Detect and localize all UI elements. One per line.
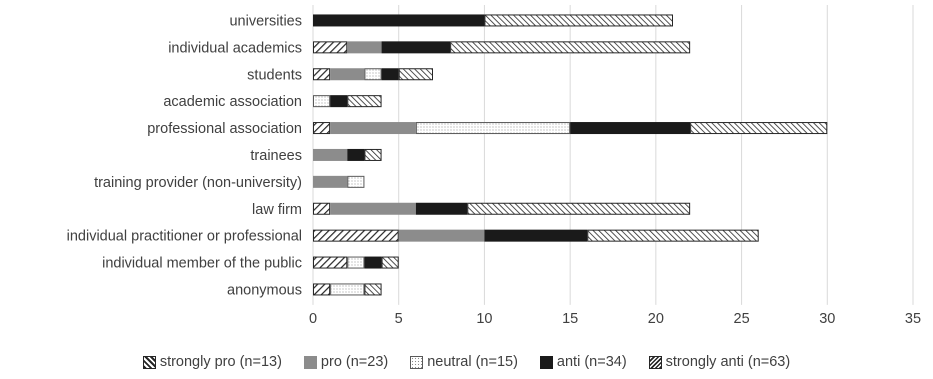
- gridlines: [312, 5, 914, 305]
- legend-swatch-neutral: [410, 355, 424, 369]
- category-label: academic association: [163, 94, 302, 110]
- legend-label: strongly pro (n=13): [159, 354, 282, 370]
- bar-segment-neutral: [330, 283, 365, 296]
- bar-segment-pro: [398, 229, 485, 242]
- category-label: professional association: [147, 121, 302, 137]
- bar-segment-neutral: [415, 122, 571, 135]
- stacked-bar-chart: universities individual academics students…: [67, 5, 921, 327]
- bars: [313, 14, 828, 296]
- bar-segment-strongly-anti: [364, 148, 382, 161]
- bar-segment-strongly-pro: [313, 41, 348, 54]
- bar-segment-strongly-anti: [690, 122, 828, 135]
- bar-segment-strongly-pro: [313, 68, 331, 81]
- bar-segment-pro: [330, 122, 416, 135]
- legend-label: strongly anti (n=63): [665, 354, 791, 370]
- category-label: law firm: [252, 202, 302, 218]
- legend-item-anti: anti (n=34): [539, 354, 627, 370]
- x-tick-label: 30: [819, 311, 835, 327]
- legend-label: anti (n=34): [556, 354, 627, 370]
- category-label: individual practitioner or professional: [67, 229, 302, 245]
- bar-segment-strongly-anti: [398, 68, 434, 81]
- x-tick-label: 10: [476, 311, 492, 327]
- x-tick-label: 5: [395, 311, 403, 327]
- bar-segment-anti: [381, 41, 451, 54]
- legend-item-strongly-anti: strongly anti (n=63): [648, 354, 791, 370]
- x-tick-label: 20: [648, 311, 664, 327]
- legend-item-strongly-pro: strongly pro (n=13): [142, 354, 282, 370]
- legend-swatch-strongly-anti: [648, 355, 662, 369]
- bar-segment-pro: [313, 148, 348, 161]
- bar-segment-neutral: [313, 95, 331, 108]
- bar-segment-anti: [364, 256, 382, 269]
- bar-segment-neutral: [347, 256, 365, 269]
- bar-segment-strongly-anti: [364, 283, 382, 296]
- legend: strongly pro (n=13) pro (n=23) neutral (n=…: [0, 354, 933, 370]
- bar-segment-strongly-pro: [313, 122, 331, 135]
- bar-segment-pro: [330, 68, 365, 81]
- category-label: students: [247, 67, 302, 83]
- bar-segment-anti: [570, 122, 691, 135]
- bar-segment-anti: [381, 68, 399, 81]
- bar-segment-strongly-pro: [313, 256, 348, 269]
- bar-segment-pro: [330, 202, 416, 215]
- category-label: training provider (non-university): [94, 175, 302, 191]
- bar-segment-anti: [415, 202, 468, 215]
- bar-segment-anti: [330, 95, 348, 108]
- legend-item-neutral: neutral (n=15): [410, 354, 518, 370]
- bar-segment-strongly-anti: [467, 202, 691, 215]
- bar-segment-strongly-pro: [313, 229, 399, 242]
- bar-segment-strongly-pro: [313, 202, 331, 215]
- legend-swatch-pro: [303, 355, 317, 369]
- bar-segment-anti: [484, 229, 588, 242]
- category-label: universities: [229, 13, 302, 29]
- x-axis-tick-labels: 0 5 10 15 20 25 30 35: [309, 311, 921, 327]
- legend-swatch-anti: [539, 355, 553, 369]
- category-label: individual academics: [168, 40, 302, 56]
- bar-segment-anti: [347, 148, 365, 161]
- x-tick-label: 35: [905, 311, 921, 327]
- bar-segment-strongly-anti: [381, 256, 399, 269]
- bar-segment-strongly-pro: [313, 283, 331, 296]
- bar-segment-strongly-anti: [450, 41, 691, 54]
- bar-segment-strongly-anti: [347, 95, 382, 108]
- x-tick-label: 25: [734, 311, 750, 327]
- category-label: trainees: [250, 148, 302, 164]
- bar-segment-strongly-anti: [484, 14, 673, 27]
- legend-label: pro (n=23): [320, 354, 389, 370]
- bar-segment-pro: [313, 175, 348, 188]
- x-tick-label: 0: [309, 311, 317, 327]
- bar-segment-pro: [347, 41, 382, 54]
- category-label: individual member of the public: [102, 256, 302, 272]
- category-label: anonymous: [227, 282, 302, 298]
- legend-swatch-strongly-pro: [142, 355, 156, 369]
- bar-segment-neutral: [347, 175, 365, 188]
- legend-label: neutral (n=15): [427, 354, 518, 370]
- bar-segment-strongly-anti: [587, 229, 759, 242]
- legend-item-pro: pro (n=23): [303, 354, 389, 370]
- x-tick-label: 15: [562, 311, 578, 327]
- bar-segment-anti: [313, 14, 485, 27]
- category-labels: universities individual academics students…: [67, 13, 302, 298]
- bar-segment-neutral: [364, 68, 382, 81]
